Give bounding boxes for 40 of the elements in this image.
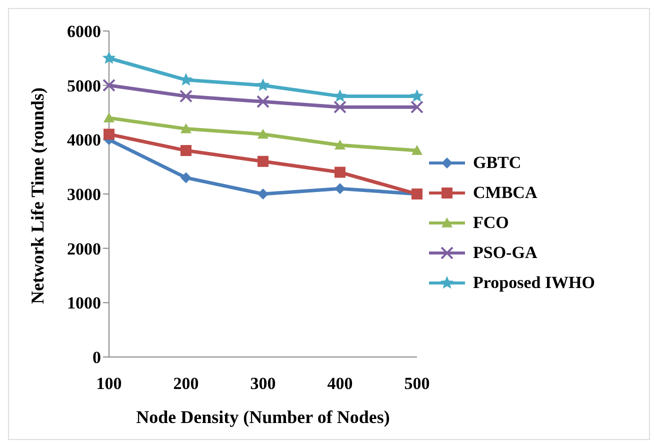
point [410, 89, 424, 102]
point [102, 78, 116, 92]
y-tick-label: 3000 [67, 185, 101, 204]
point [258, 188, 268, 200]
legend-label: FCO [473, 213, 509, 233]
point [334, 166, 346, 178]
point [334, 183, 346, 194]
point [412, 145, 422, 155]
point [334, 140, 346, 150]
y-tick-label: 4000 [67, 130, 101, 150]
point [333, 89, 347, 102]
y-tick-label: 0 [92, 348, 101, 368]
legend-label: Proposed IWHO [473, 273, 596, 293]
y-tick-label: 1000 [67, 294, 101, 313]
legend-label: PSO-GA [473, 243, 538, 263]
x-tick-label: 300 [250, 374, 276, 394]
legend-label: CMBCA [473, 183, 538, 203]
point [104, 112, 114, 122]
y-tick-label: 2000 [67, 239, 101, 258]
x-tick-label: 100 [96, 374, 122, 394]
legend-label: GBTC [473, 153, 522, 173]
point [102, 51, 116, 64]
point [410, 100, 424, 114]
y-tick-label: 5000 [67, 76, 101, 96]
point [180, 90, 192, 103]
point [334, 100, 346, 114]
y-axis-title: Network Life Time (rounds) [27, 87, 48, 304]
point [180, 123, 192, 134]
point [256, 78, 270, 91]
point [258, 156, 268, 167]
x-axis-title: Node Density (Number of Nodes) [136, 407, 390, 427]
x-tick-label: 400 [327, 374, 353, 394]
point [256, 95, 270, 108]
point [258, 128, 268, 139]
point [104, 128, 114, 140]
x-tick-label: 500 [404, 374, 430, 394]
x-tick-label: 200 [173, 374, 199, 394]
y-tick-label: 6000 [67, 22, 101, 42]
point [180, 172, 192, 184]
point [180, 145, 192, 156]
